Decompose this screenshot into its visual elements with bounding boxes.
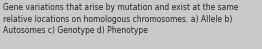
Text: Gene variations that arise by mutation and exist at the same
relative locations : Gene variations that arise by mutation a… (3, 3, 238, 35)
